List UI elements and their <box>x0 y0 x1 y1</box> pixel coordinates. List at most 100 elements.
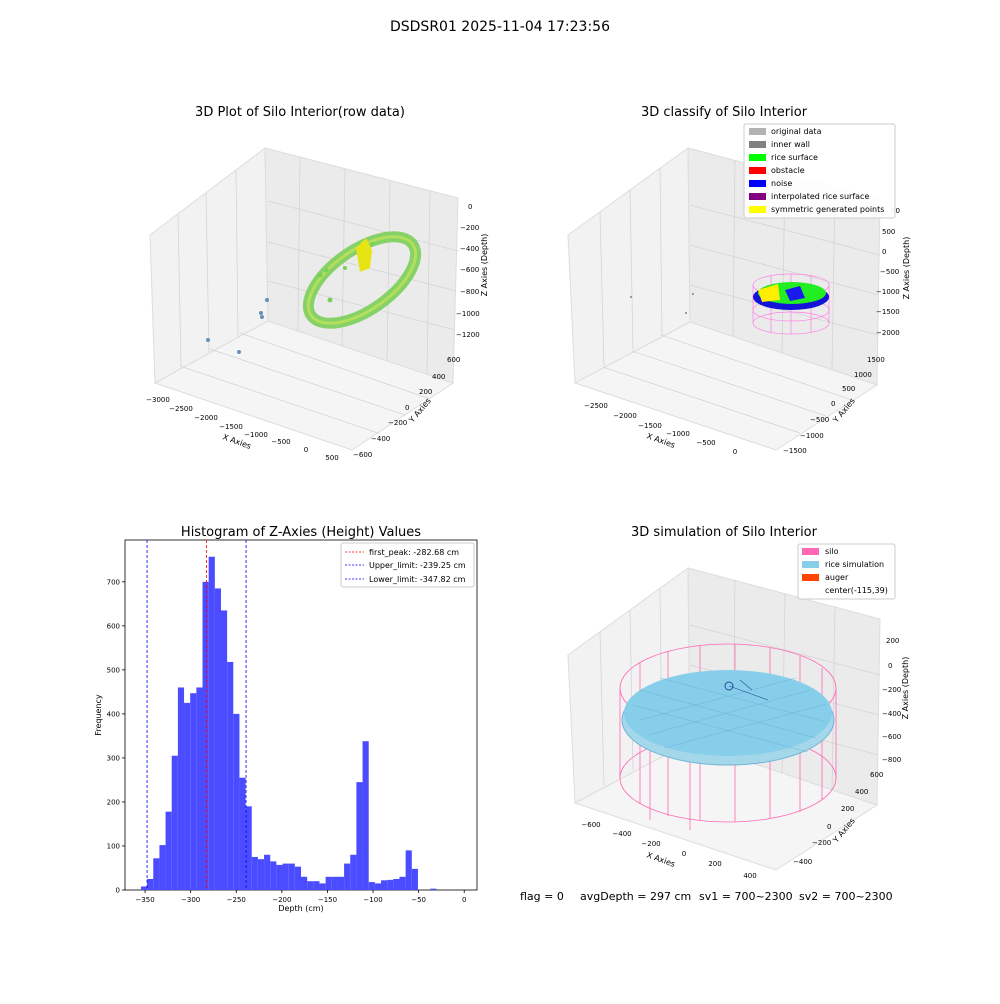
histogram-bar <box>147 878 154 890</box>
histogram-x-label: Depth (cm) <box>278 904 323 913</box>
x-tick-label: −350 <box>135 896 154 904</box>
histogram-bar <box>319 883 326 890</box>
histogram-bar <box>381 880 388 890</box>
histogram-bar <box>411 868 418 890</box>
y-tick-label: 500 <box>107 666 120 674</box>
svg-text:−600: −600 <box>882 733 901 741</box>
classify-grid <box>599 159 881 434</box>
legend-label-silo: silo <box>825 547 839 556</box>
histogram-bar <box>227 661 234 890</box>
x-tick-label: −200 <box>272 896 291 904</box>
histogram-bar <box>294 866 301 890</box>
histogram-bar <box>399 876 406 890</box>
avg-depth-text: avgDepth = 297 cm <box>580 890 691 903</box>
histogram-bar <box>159 845 166 890</box>
legend-swatch-silo <box>802 548 819 555</box>
svg-text:0: 0 <box>733 448 737 456</box>
svg-text:−1000: −1000 <box>244 431 268 439</box>
legend-label-obstacle: obstacle <box>771 166 805 175</box>
histogram-legend-box <box>340 542 475 588</box>
y-tick-label: 600 <box>107 622 120 630</box>
histogram-bar <box>140 886 148 890</box>
svg-text:−1000: −1000 <box>876 288 900 296</box>
raw-point-ring-highlight <box>306 235 418 325</box>
legend-label-rice-simulation: rice simulation <box>825 560 884 569</box>
svg-text:−500: −500 <box>271 438 290 446</box>
x-tick-label: −50 <box>411 896 426 904</box>
simulation-legend-box <box>797 543 896 600</box>
legend-swatch-inner-wall <box>749 141 766 148</box>
svg-text:−400: −400 <box>371 435 390 443</box>
histogram-bar <box>374 883 382 890</box>
legend-label-auger: auger <box>825 573 849 582</box>
raw-scatter-points <box>317 242 374 303</box>
histogram-bar <box>430 888 437 890</box>
svg-text:−2500: −2500 <box>584 402 608 410</box>
classify-x-ticks: −2500 −2000 −1500 −1000 −500 0 <box>584 402 737 456</box>
svg-text:−800: −800 <box>460 288 479 296</box>
svg-text:−1500: −1500 <box>219 423 243 431</box>
histogram-bar <box>356 782 363 890</box>
svg-text:−1000: −1000 <box>456 310 480 318</box>
svg-text:400: 400 <box>743 872 756 880</box>
svg-text:−1500: −1500 <box>876 308 900 316</box>
simulation-x-ticks: −600 −400 −200 0 200 400 <box>581 821 756 880</box>
svg-text:−800: −800 <box>882 756 901 764</box>
legend-label-first-peak: first_peak: -282.68 cm <box>369 548 459 557</box>
classify-floor-pane <box>573 321 879 451</box>
svg-text:−200: −200 <box>641 840 660 848</box>
histogram-bar <box>196 687 203 890</box>
histogram-reference-lines <box>146 540 247 890</box>
legend-swatch-noise <box>749 180 766 187</box>
histogram-bar <box>393 878 400 890</box>
histogram-bar <box>344 863 351 890</box>
x-tick-label: −100 <box>363 896 382 904</box>
x-tick-label: 0 <box>462 896 466 904</box>
svg-text:−1500: −1500 <box>638 422 662 430</box>
svg-text:0: 0 <box>405 404 409 412</box>
classify-3d-panel: 3D classify of Silo Interior −2500 −2000… <box>567 105 911 456</box>
svg-text:−2000: −2000 <box>613 412 637 420</box>
svg-text:600: 600 <box>870 771 883 779</box>
raw-3d-panel: 3D Plot of Silo Interior(row data) −3000… <box>146 105 489 462</box>
legend-label-interpolated-rice-surface: interpolated rice surface <box>771 192 869 201</box>
simulation-rice-mesh <box>631 677 827 753</box>
histogram-bar <box>270 861 277 890</box>
histogram-bar <box>307 881 314 890</box>
simulation-legend: silo rice simulation auger center(-115,3… <box>797 543 896 600</box>
sv2-text: sv2 = 700~2300 <box>799 890 893 903</box>
legend-label-symmetric-generated-points: symmetric generated points <box>771 205 884 214</box>
svg-text:−1500: −1500 <box>783 447 807 455</box>
raw-y-ticks: −600 −400 −200 0 200 400 600 <box>353 356 460 459</box>
histogram-y-ticks: 0 100 200 300 400 500 600 700 <box>107 578 125 895</box>
histogram-bar <box>337 876 345 890</box>
y-tick-label: 0 <box>116 887 120 895</box>
histogram-bar <box>301 876 308 890</box>
legend-label-noise: noise <box>771 179 792 188</box>
histogram-bar <box>233 713 240 890</box>
legend-swatch-rice-simulation <box>802 561 819 568</box>
classify-symmetric-points <box>758 284 780 302</box>
svg-text:−1000: −1000 <box>666 430 690 438</box>
histogram-bar <box>350 854 357 890</box>
histogram-bar <box>362 741 369 890</box>
y-tick-label: 200 <box>107 798 120 806</box>
raw-x-ticks: −3000 −2500 −2000 −1500 −1000 −500 0 500 <box>146 396 339 462</box>
svg-text:600: 600 <box>447 356 460 364</box>
simulation-floor-pane <box>573 741 879 871</box>
legend-label-original-data: original data <box>771 127 822 136</box>
legend-label-rice-surface: rice surface <box>771 153 818 162</box>
svg-text:200: 200 <box>708 860 721 868</box>
svg-text:−400: −400 <box>793 858 812 866</box>
svg-text:200: 200 <box>886 637 899 645</box>
histogram-bar <box>220 610 228 890</box>
svg-text:−2000: −2000 <box>876 329 900 337</box>
classify-z-label: Z Axies (Depth) <box>902 237 911 300</box>
svg-text:0: 0 <box>882 248 886 256</box>
svg-text:−500: −500 <box>696 439 715 447</box>
legend-label-upper-limit: Upper_limit: -239.25 cm <box>369 561 466 570</box>
histogram-bar <box>190 693 197 890</box>
simulation-z-ticks: 200 0 −200 −400 −600 −800 <box>882 637 901 764</box>
histogram-bar <box>282 863 289 890</box>
